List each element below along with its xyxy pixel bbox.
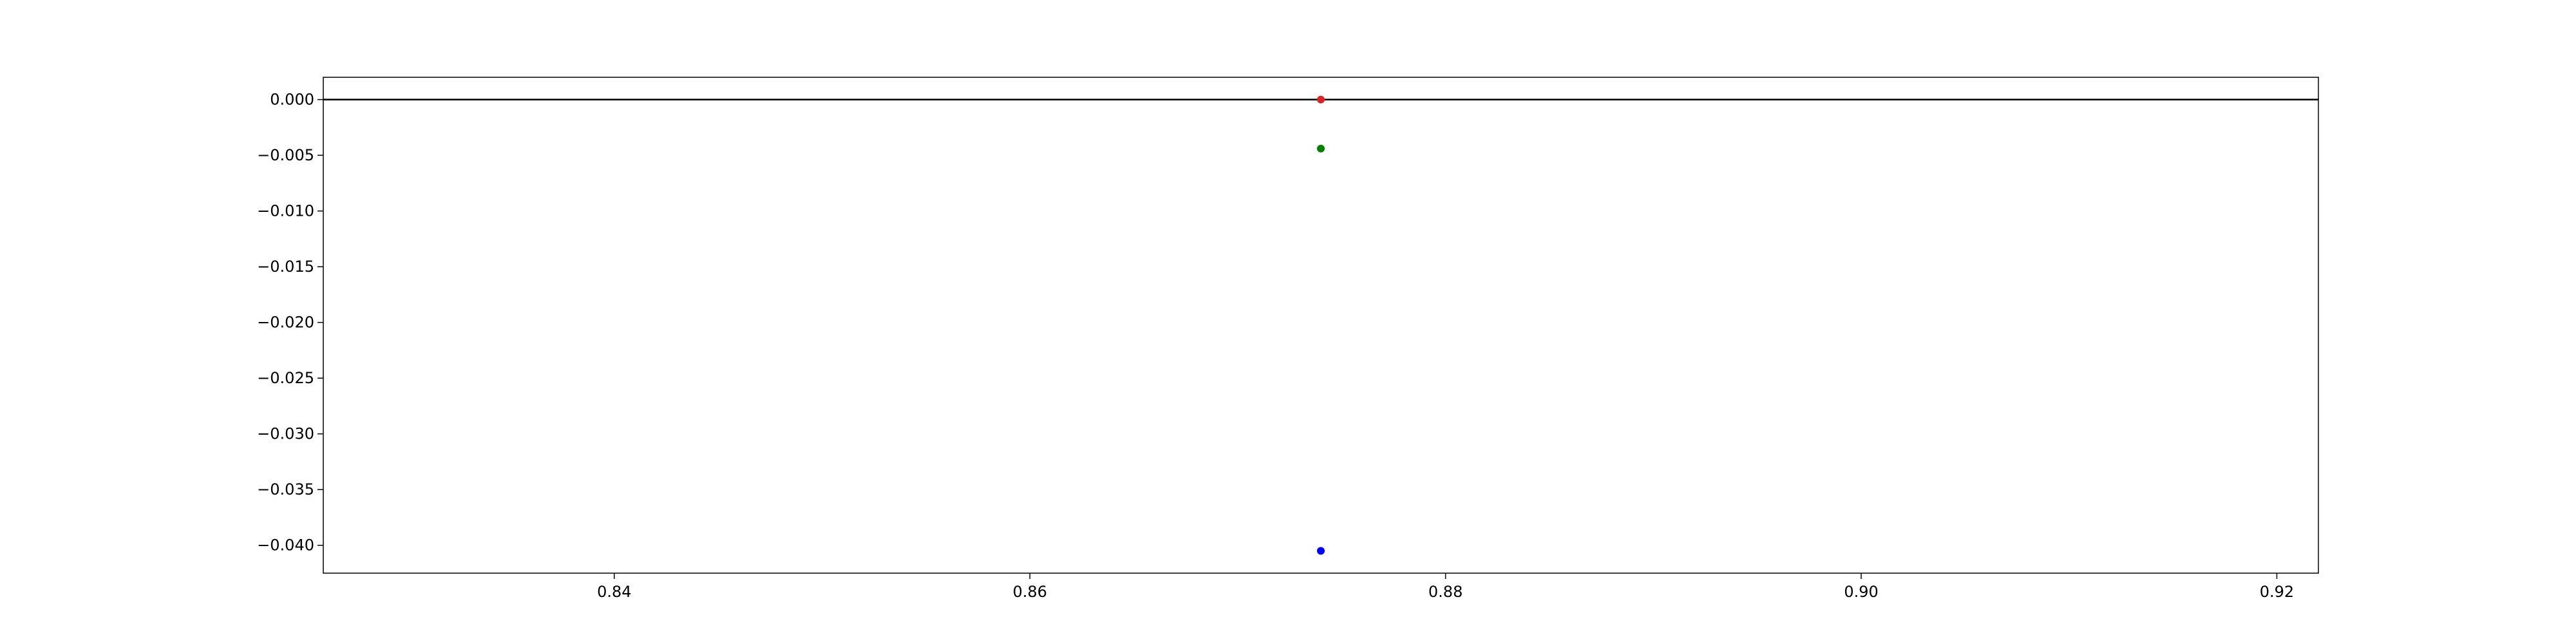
y-tick-label: 0.000 [270, 91, 314, 109]
y-tick-label: −0.030 [257, 425, 314, 443]
y-tick-label: −0.015 [257, 258, 314, 276]
plot-frame [323, 77, 2319, 574]
y-axis: 0.000 −0.005 −0.010 −0.015 −0.020 −0.025 −0.03… [257, 91, 323, 554]
x-tick-label: 0.86 [1012, 583, 1046, 601]
x-tick-label: 0.90 [1844, 583, 1878, 601]
y-tick-label: −0.020 [257, 314, 314, 332]
x-axis: 0.84 0.86 0.88 0.90 0.92 [597, 573, 2294, 601]
data-points [1317, 95, 1325, 555]
y-tick-label: −0.025 [257, 369, 314, 387]
y-tick-label: −0.010 [257, 202, 314, 220]
data-point [1317, 144, 1325, 153]
data-point [1317, 547, 1325, 555]
y-tick-label: −0.005 [257, 146, 314, 164]
x-tick-label: 0.84 [597, 583, 631, 601]
x-tick-label: 0.88 [1428, 583, 1463, 601]
y-tick-label: −0.040 [257, 536, 314, 554]
x-tick-label: 0.92 [2260, 583, 2294, 601]
y-tick-label: −0.035 [257, 480, 314, 498]
data-point [1317, 95, 1325, 104]
